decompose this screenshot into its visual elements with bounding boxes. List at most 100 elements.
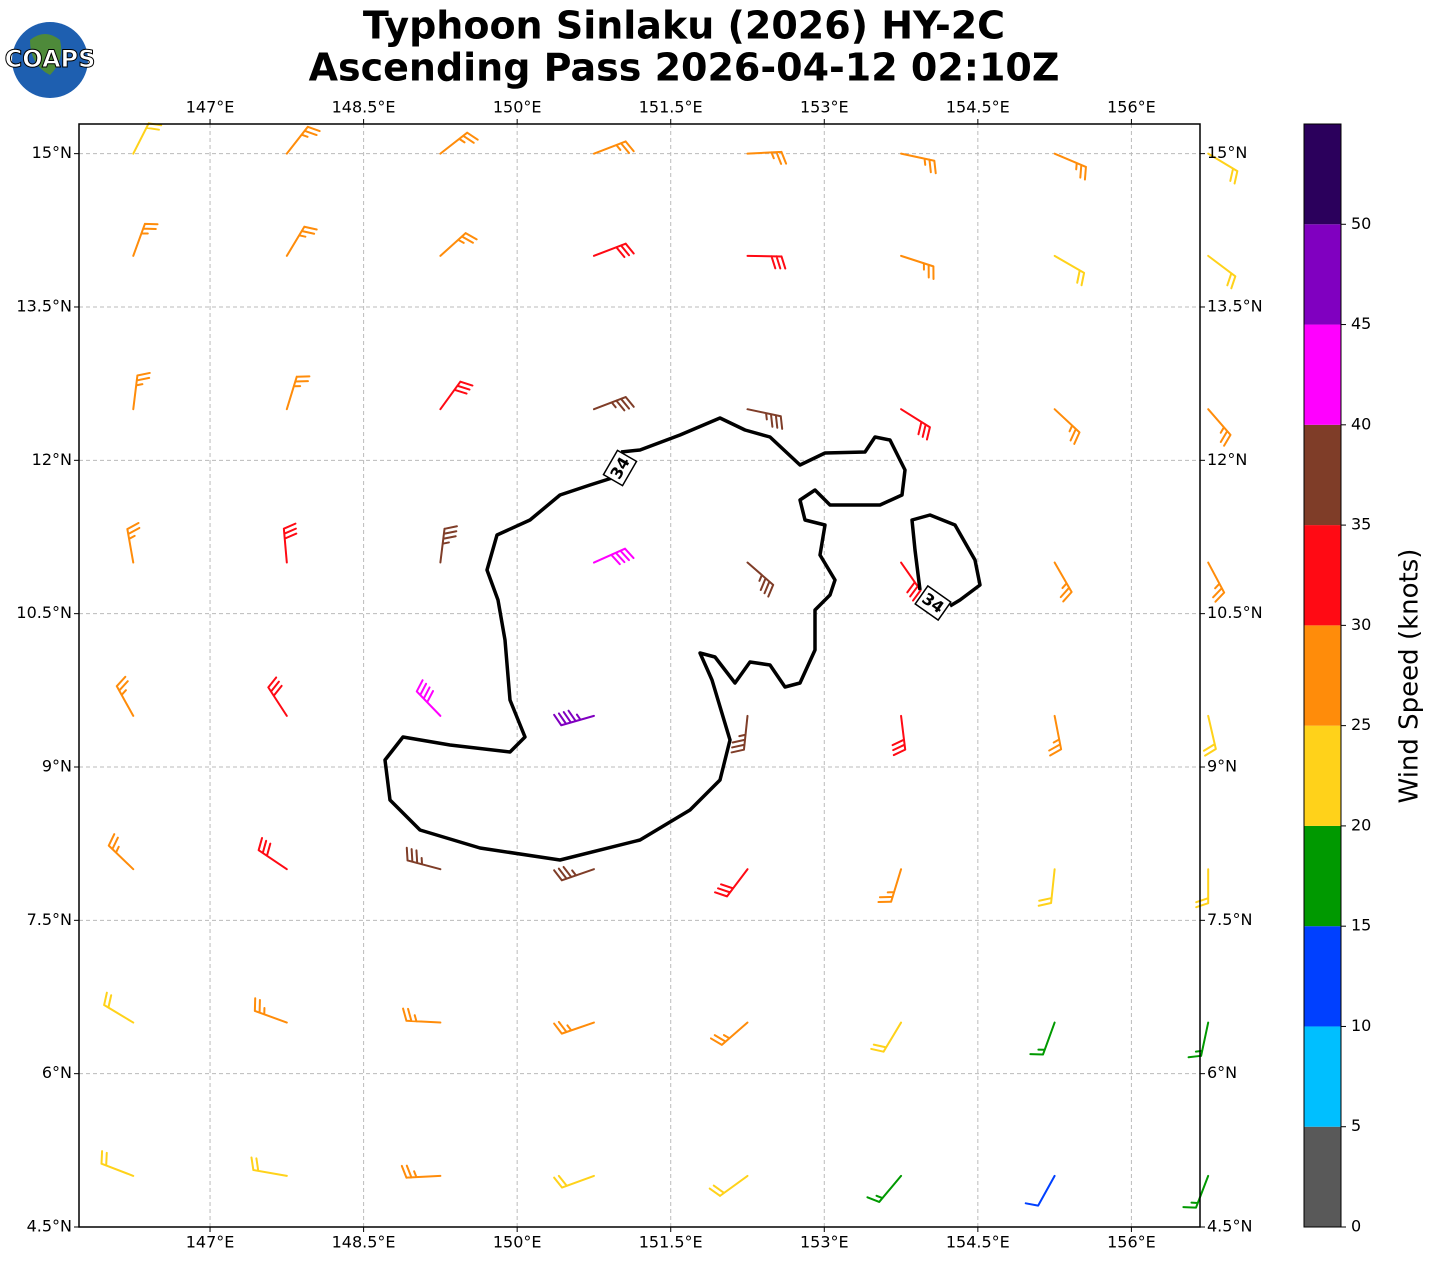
colorbar-swatch [1304,525,1341,626]
wind-barb [400,1164,442,1179]
wind-barb [891,714,907,757]
wind-barb [592,140,635,155]
wind-barb [1053,152,1087,181]
wind-barb [866,1174,903,1203]
wind-barb [250,1156,288,1177]
y-tick-label: 6°N [1207,1063,1237,1082]
y-tick-label: 10.5°N [1207,603,1263,622]
wind-barb [257,837,288,871]
x-tick-label: 153°E [800,1233,849,1252]
colorbar-frame [1303,123,1342,1228]
x-tick-label: 150°E [493,98,542,117]
wind-barb [405,846,442,871]
x-tick-label: 154.5°E [946,98,1010,117]
x-tick-label: 147°E [186,98,235,117]
wind-barb [1195,868,1210,909]
colorbar-swatch [1304,926,1341,1027]
wind-barb [746,408,784,430]
y-tick-label: 9°N [1207,756,1237,775]
wind-barb [553,709,595,727]
colorbar-swatch [1304,1026,1341,1127]
y-tick-label: 15°N [32,143,72,162]
wind-barb [1053,254,1086,287]
wind-barb [877,868,903,904]
x-tick-label: 150°E [493,1233,542,1252]
contour-line [910,513,982,608]
wind-barb [103,991,135,1024]
wind-barb [1207,254,1237,290]
wind-barb [1202,714,1217,757]
x-tick-label: 151.5°E [639,1233,703,1252]
wind-barb [746,254,787,270]
colorbar-swatch [1304,324,1341,425]
colorbar-tick-label: 10 [1351,1016,1371,1035]
y-tick-label: 4.5°N [27,1217,72,1236]
wind-barb [107,833,135,871]
colorbar-tick-label: 30 [1351,615,1371,634]
wind-barb [439,232,478,257]
wind-barb [282,522,298,564]
colorbar-tick-label: 45 [1351,314,1371,333]
wind-barb [1182,1174,1210,1209]
colorbar-tick-label: 25 [1351,715,1371,734]
colorbar-swatch [1304,825,1341,927]
wind-barb [746,561,775,598]
logo-land [30,34,62,75]
wind-barb [730,714,749,754]
colorbar-label: Wind Speed (knots) [1395,549,1425,804]
wind-barb [553,865,595,882]
contour-label-box [914,584,952,622]
x-tick-label: 156°E [1107,98,1156,117]
y-tick-label: 15°N [1207,143,1247,162]
map-area [79,122,1239,1228]
colorbar-swatch [1304,224,1341,325]
wind-barb [115,675,135,717]
y-tick-label: 13.5°N [16,296,72,315]
wind-barb [592,547,635,566]
y-tick-label: 7.5°N [27,910,72,929]
chart-subtitle: Ascending Pass 2026-04-12 02:10Z [309,46,1060,90]
map-frame [78,123,1201,1228]
wind-barb [415,679,442,717]
wind-barb [1048,714,1063,757]
colorbar-tick-label: 20 [1351,815,1371,834]
colorbar-tick-label: 50 [1351,214,1371,233]
y-tick-label: 7.5°N [1207,910,1252,929]
wind-barb [1053,561,1073,603]
logo: COAPS [4,22,96,98]
wind-barb [1024,1174,1056,1207]
wind-barb [439,380,474,411]
x-tick-label: 147°E [186,1233,235,1252]
wind-barb [439,525,458,564]
y-tick-label: 13.5°N [1207,296,1263,315]
wind-barb [592,242,635,259]
wind-barb [900,254,935,281]
y-tick-label: 4.5°N [1207,1217,1252,1236]
wind-barb [439,131,479,155]
wind-barb [1187,1021,1210,1059]
wind-barb [553,1174,595,1189]
chart-title: Typhoon Sinlaku (2026) HY-2C [363,4,1005,48]
wind-barb [267,676,288,717]
wind-barb [900,408,931,441]
wind-barb [285,225,318,257]
colorbar-swatch [1304,625,1341,726]
wind-barb [126,522,141,564]
wind-barb [132,222,159,257]
y-tick-label: 6°N [42,1063,72,1082]
wind-barb [1207,152,1239,185]
y-tick-label: 12°N [1207,450,1247,469]
wind-barb [285,125,321,155]
wind-barb [1207,561,1226,603]
wind-barb [714,868,749,898]
colorbar-tick-label: 35 [1351,515,1371,534]
x-tick-label: 151.5°E [639,98,703,117]
contour-label-box [602,449,638,487]
colorbar-swatch [1304,424,1341,526]
y-tick-label: 9°N [42,756,72,775]
wind-barb [1207,408,1232,447]
colorbar-swatch [1304,1126,1341,1227]
wind-barb [253,997,288,1024]
wind-barb [900,561,922,602]
